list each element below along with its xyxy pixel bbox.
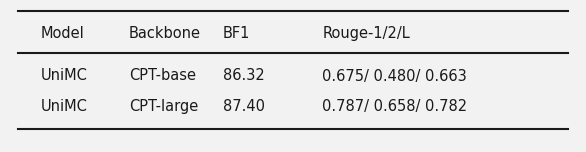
- Text: CPT-large: CPT-large: [129, 99, 198, 114]
- Text: UniMC: UniMC: [41, 99, 88, 114]
- Text: 86.32: 86.32: [223, 69, 264, 83]
- Text: Backbone: Backbone: [129, 26, 201, 41]
- Text: BF1: BF1: [223, 26, 250, 41]
- Text: UniMC: UniMC: [41, 69, 88, 83]
- Text: CPT-base: CPT-base: [129, 69, 196, 83]
- Text: Rouge-1/2/L: Rouge-1/2/L: [322, 26, 410, 41]
- Text: Model: Model: [41, 26, 85, 41]
- Text: 87.40: 87.40: [223, 99, 265, 114]
- Text: 0.675/ 0.480/ 0.663: 0.675/ 0.480/ 0.663: [322, 69, 467, 83]
- Text: 0.787/ 0.658/ 0.782: 0.787/ 0.658/ 0.782: [322, 99, 468, 114]
